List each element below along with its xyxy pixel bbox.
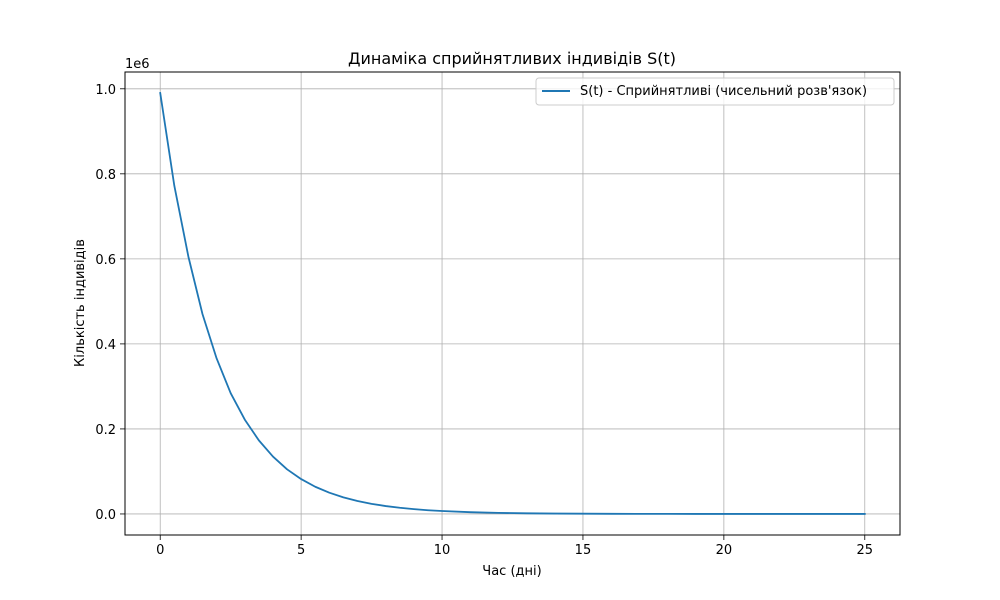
y-tick-label: 1.0 <box>95 83 116 98</box>
y-tick-label: 0.0 <box>95 508 116 523</box>
legend: S(t) - Сприйнятливі (чисельний розв'язок… <box>535 77 895 106</box>
x-tick-label: 0 <box>156 543 164 558</box>
legend-box <box>535 77 895 106</box>
x-tick-label: 20 <box>716 543 733 558</box>
y-tick-label: 0.8 <box>95 168 116 183</box>
series-line <box>159 92 866 515</box>
y-axis-ticks: 0.0 0.2 0.4 0.6 0.8 1.0 <box>95 83 125 523</box>
x-axis-ticks: 0 5 10 15 20 25 <box>156 535 873 558</box>
y-offset-text: 1e6 <box>125 57 150 72</box>
x-tick-label: 25 <box>856 543 873 558</box>
y-tick-label: 0.4 <box>95 338 116 353</box>
x-axis-label: Час (дні) <box>482 564 541 579</box>
plot-frame <box>124 71 901 536</box>
x-tick-label: 10 <box>434 543 451 558</box>
y-tick-label: 0.2 <box>95 423 116 438</box>
series-layer <box>159 92 866 515</box>
x-tick-label: 5 <box>297 543 305 558</box>
y-axis-label: Кількість індивідів <box>73 239 88 367</box>
legend-label: S(t) - Сприйнятливі (чисельний розв'язок… <box>580 84 867 99</box>
chart-title: Динаміка сприйнятливих індивідів S(t) <box>348 49 676 68</box>
x-tick-label: 15 <box>575 543 592 558</box>
y-tick-label: 0.6 <box>95 253 116 268</box>
